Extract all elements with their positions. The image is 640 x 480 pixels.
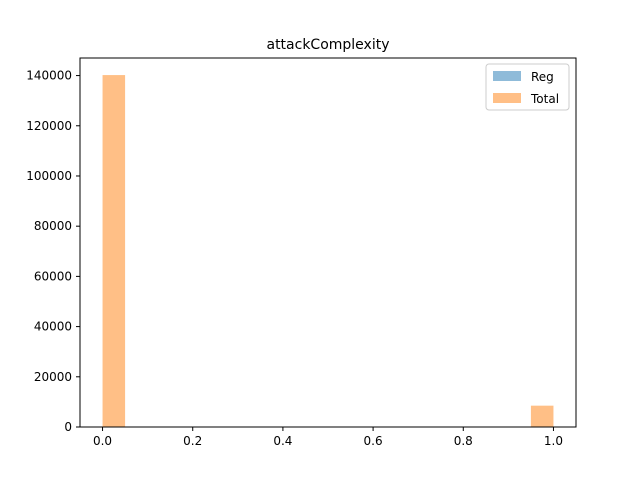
x-tick-label-1: 0.2	[183, 434, 202, 448]
chart-title: attackComplexity	[266, 37, 389, 53]
legend-swatch-reg	[493, 71, 521, 81]
axes-frame	[79, 57, 577, 428]
legend-label-total: Total	[530, 92, 559, 106]
x-tick-label-0: 0.0	[93, 434, 112, 448]
y-tick-label-6: 120000	[26, 119, 72, 133]
axes: 0.0 0.2 0.4 0.6 0.8 1.0 0 20000 40000 60000 80000 1…	[26, 57, 577, 448]
legend: Reg Total	[485, 63, 570, 111]
x-tick-label-5: 1.0	[544, 434, 563, 448]
y-tick-label-2: 40000	[34, 320, 72, 334]
bar-total-1	[530, 405, 554, 427]
bar-total-0	[102, 75, 126, 427]
y-tick-label-4: 80000	[34, 219, 72, 233]
legend-swatch-total	[493, 93, 521, 103]
x-tick-label-2: 0.4	[273, 434, 292, 448]
plot-area	[102, 75, 554, 427]
x-tick-label-3: 0.6	[364, 434, 383, 448]
y-tick-label-0: 0	[64, 420, 72, 434]
legend-label-reg: Reg	[531, 70, 554, 84]
y-tick-label-5: 100000	[26, 169, 72, 183]
y-tick-label-7: 140000	[26, 69, 72, 83]
y-tick-label-3: 60000	[34, 269, 72, 283]
x-tick-label-4: 0.8	[454, 434, 473, 448]
y-tick-label-1: 20000	[34, 370, 72, 384]
